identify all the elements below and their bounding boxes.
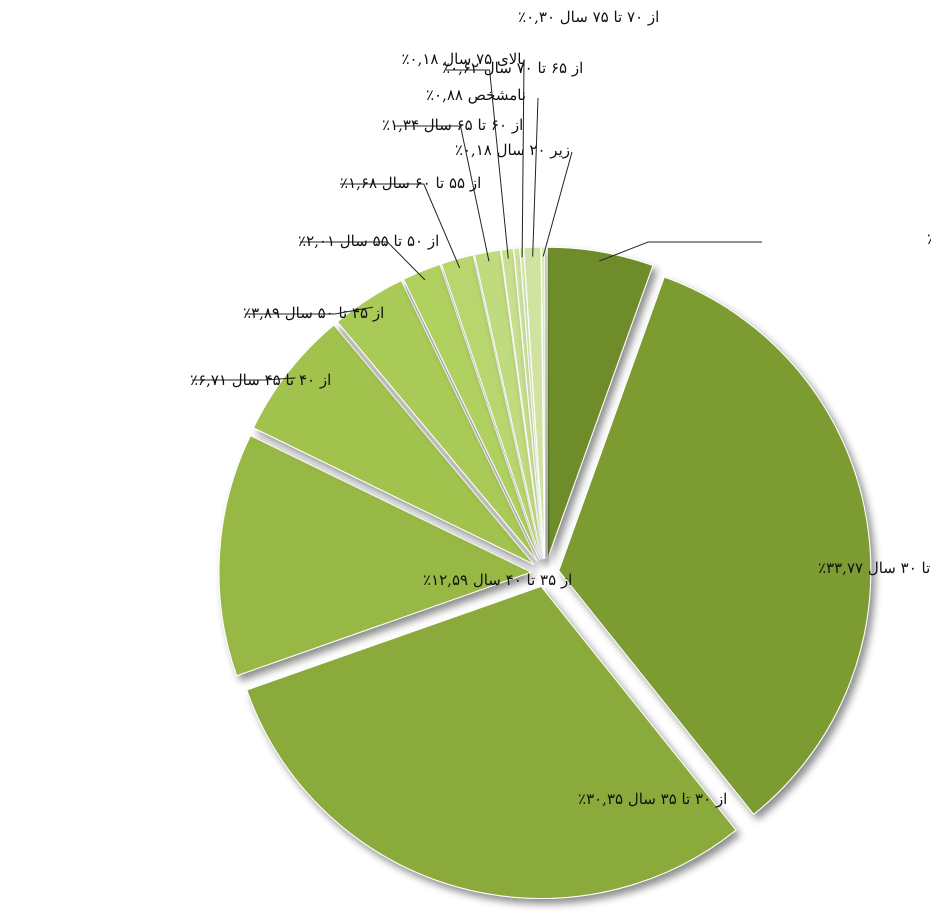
slice-label-7: از ۵۰ تا ۵۵ سال ۲,۰۱٪ (298, 232, 439, 250)
leader-lines (192, 59, 762, 381)
leader-line-7 (300, 241, 426, 281)
pie-slice-8 (440, 254, 542, 560)
slice-label-3: از ۳۰ تا ۳۵ سال ۳۰,۳۵٪ (578, 790, 727, 808)
pie-slice-5 (252, 324, 535, 565)
pie-slice-14 (540, 246, 546, 560)
pie-slices (218, 246, 872, 899)
leader-line-8 (340, 183, 461, 269)
slice-label-11: از ۷۰ تا ۷۵ سال ۰,۳۰٪ (518, 8, 659, 26)
leader-line-14 (542, 151, 573, 257)
leader-line-5 (192, 377, 296, 381)
pie-slice-4 (218, 435, 533, 677)
pie-slice-7 (402, 263, 541, 561)
leader-line-10 (446, 69, 509, 259)
slice-label-2: از ۲۵ تا ۳۰ سال ۳۳,۷۷٪ (818, 559, 931, 577)
slice-label-5: از ۴۰ تا ۴۵ سال ۶,۷۱٪ (190, 371, 331, 389)
leader-line-13 (532, 97, 539, 257)
slice-labels: از ۲۰ تا ۲۵ سال ۵,۴۹٪ از ۲۵ تا ۳۰ سال ۳۳,… (190, 8, 931, 808)
pie-slice-3 (246, 585, 737, 899)
leader-line-9 (394, 125, 490, 262)
slice-label-4: از ۳۵ تا ۴۰ سال ۱۲,۵۹٪ (423, 571, 572, 589)
slice-label-10: از ۶۵ تا ۷۰ سال ۰,۶۲٪ (442, 59, 583, 77)
slice-label-8: از ۵۵ تا ۶۰ سال ۱,۶۸٪ (340, 174, 481, 192)
leader-line-6 (245, 306, 374, 315)
slice-label-12: بالای ۷۵ سال ۰,۱۸٪ (401, 50, 526, 68)
slice-label-6: از ۴۵ تا ۵۰ سال ۳,۸۹٪ (243, 304, 384, 322)
slice-label-1: از ۲۰ تا ۲۵ سال ۵,۴۹٪ (927, 230, 931, 248)
leader-line-1 (599, 241, 762, 262)
pie-slice-6 (336, 279, 538, 562)
slice-label-14: زیر ۲۰ سال ۰,۱۸٪ (455, 141, 570, 159)
pie-slice-1 (546, 246, 654, 560)
leader-line-12 (521, 59, 525, 258)
slice-label-13: نامشخص ۰,۸۸٪ (426, 86, 526, 104)
pie-slice-2 (558, 276, 872, 816)
slice-label-9: از ۶۰ تا ۶۵ سال ۱,۳۴٪ (382, 116, 523, 134)
